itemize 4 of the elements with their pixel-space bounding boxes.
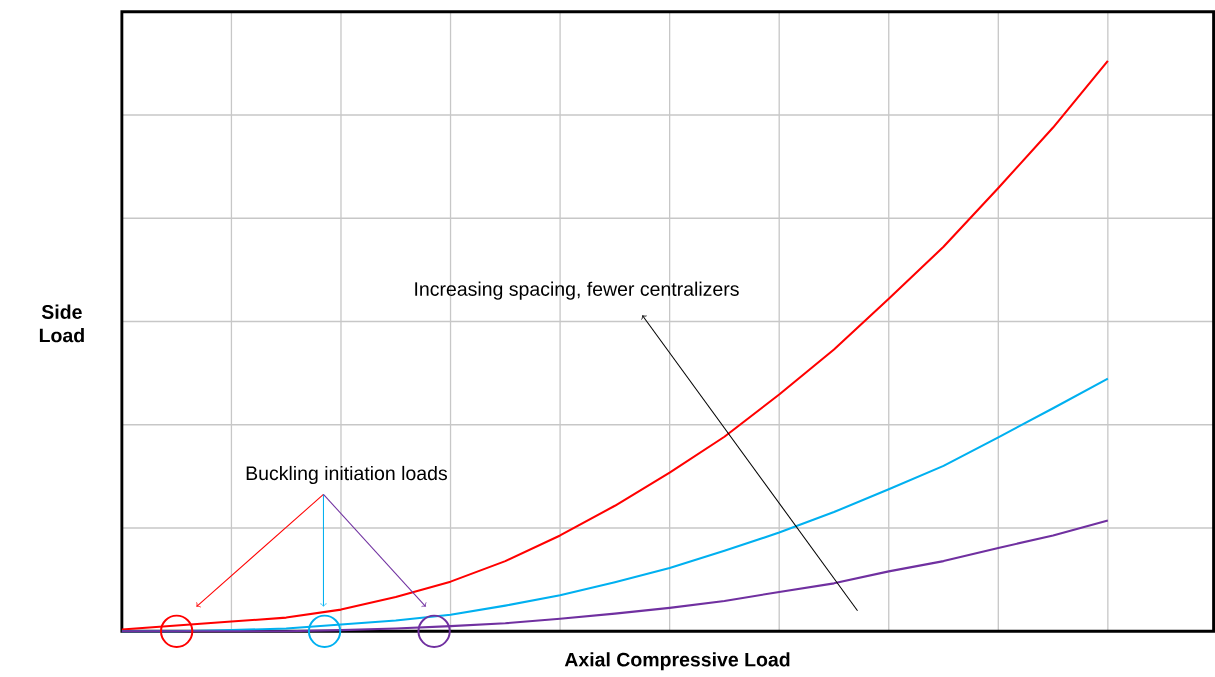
annotation: Increasing spacing, fewer centralizers (415, 281, 739, 300)
x-axis-title: Axial Compressive Load (564, 652, 790, 671)
annotation: Buckling initiation loads (246, 465, 447, 485)
y-axis-title: Side Load (39, 304, 84, 343)
